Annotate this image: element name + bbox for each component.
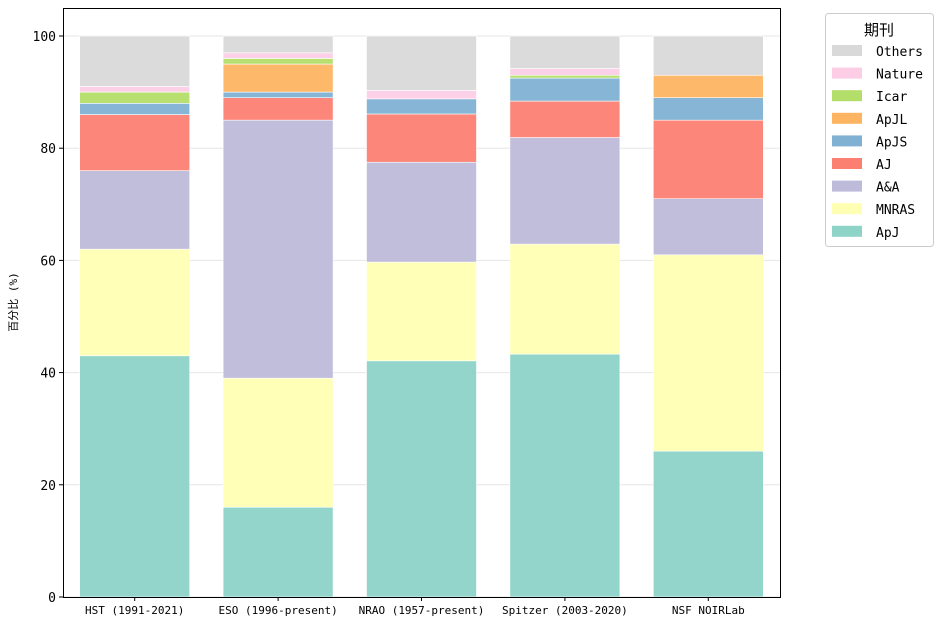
bar-aa-3 <box>509 137 621 245</box>
bar-aa-4 <box>652 198 764 256</box>
bar-apjs-4 <box>652 97 764 121</box>
legend-label: Others <box>876 45 923 60</box>
y-tick-label: 60 <box>40 254 56 269</box>
bar-apjs-0 <box>79 103 190 115</box>
legend-swatch <box>832 67 862 79</box>
x-tick-label: NSF NOIRLab <box>672 604 745 617</box>
legend-label: ApJL <box>876 113 907 128</box>
y-axis-label: 百分比 (%) <box>7 272 20 332</box>
legend-label: MNRAS <box>876 203 915 218</box>
bar-aa-1 <box>222 119 334 379</box>
bar-apj-3 <box>509 353 621 598</box>
legend-swatch <box>832 203 862 215</box>
legend-title: 期刊 <box>864 21 894 39</box>
bars <box>79 35 764 598</box>
bar-icar-1 <box>222 58 334 65</box>
bar-nature-3 <box>509 68 621 76</box>
bar-aa-2 <box>366 161 477 263</box>
legend: 期刊 Others Nature Icar ApJL ApJS AJ A&A MNRAS ApJ <box>825 13 934 247</box>
legend-label: AJ <box>876 158 892 173</box>
legend-label: Icar <box>876 90 907 105</box>
x-tick-label: ESO (1996-present) <box>218 604 337 617</box>
bar-apjs-3 <box>509 77 621 102</box>
bar-apj-2 <box>366 360 477 598</box>
bar-icar-0 <box>79 91 190 104</box>
bar-aj-1 <box>222 97 334 121</box>
legend-label: ApJS <box>876 135 907 150</box>
bar-others-4 <box>652 35 764 76</box>
bar-aj-2 <box>366 113 477 163</box>
x-tick-label: HST (1991-2021) <box>85 604 184 617</box>
y-tick-label: 80 <box>40 142 56 157</box>
x-axis: HST (1991-2021) ESO (1996-present) NRAO (1… <box>85 597 745 617</box>
bar-icar-3 <box>509 74 621 79</box>
legend-swatch <box>832 158 862 169</box>
bar-mnras-4 <box>652 254 764 452</box>
bar-apjl-1 <box>222 63 334 93</box>
bar-mnras-0 <box>79 248 190 357</box>
bar-others-1 <box>222 35 334 54</box>
x-tick-label: NRAO (1957-present) <box>359 604 485 617</box>
legend-swatch <box>832 135 862 147</box>
bar-apj-0 <box>79 355 190 598</box>
bar-nature-2 <box>366 90 477 100</box>
bar-mnras-1 <box>222 377 334 508</box>
bar-aa-0 <box>79 170 190 250</box>
bar-apj-4 <box>652 450 764 598</box>
legend-swatch <box>832 225 862 237</box>
legend-label: Nature <box>876 68 923 83</box>
legend-swatch <box>832 45 862 56</box>
bar-mnras-3 <box>509 243 621 355</box>
y-tick-label: 0 <box>48 591 56 606</box>
bar-nature-1 <box>222 52 334 59</box>
bar-aj-0 <box>79 114 190 171</box>
bar-aj-4 <box>652 119 764 199</box>
bar-apjl-4 <box>652 74 764 99</box>
legend-label: A&A <box>876 181 900 196</box>
legend-swatch <box>832 90 862 102</box>
bar-others-3 <box>509 35 621 69</box>
legend-swatch <box>832 112 862 124</box>
legend-label: ApJ <box>876 226 899 241</box>
y-tick-label: 40 <box>40 367 56 382</box>
bar-mnras-2 <box>366 261 477 362</box>
bar-apjs-2 <box>366 98 477 115</box>
y-tick-label: 20 <box>40 479 56 494</box>
bar-others-0 <box>79 35 190 87</box>
bar-aj-3 <box>509 100 621 138</box>
y-tick-label: 100 <box>33 30 56 45</box>
x-tick-label: Spitzer (2003-2020) <box>502 604 628 617</box>
bar-nature-0 <box>79 86 190 93</box>
bar-others-2 <box>366 35 477 91</box>
bar-apjs-1 <box>222 91 334 99</box>
legend-swatch <box>832 180 862 192</box>
y-axis: 0 20 40 60 80 100 <box>33 30 63 606</box>
bar-apj-1 <box>222 506 334 598</box>
